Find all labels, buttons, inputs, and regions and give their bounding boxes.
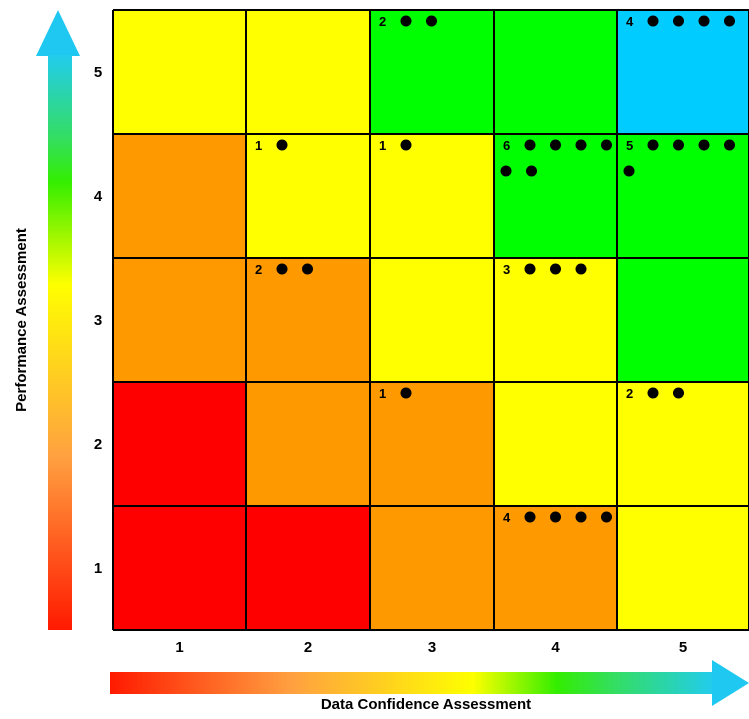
- cell-x1-y5: [113, 10, 246, 134]
- cell-count-label: 1: [255, 138, 262, 153]
- x-gradient-arrow: [110, 660, 749, 706]
- cell-x3-y3: [370, 258, 494, 382]
- x-axis-title: Data Confidence Assessment: [321, 696, 531, 713]
- cell-x3-y5: [370, 10, 494, 134]
- count-dot: [302, 263, 313, 275]
- count-dot: [647, 139, 659, 151]
- count-dot: [575, 511, 587, 523]
- cell-count-label: 6: [503, 138, 510, 153]
- cell-count-label: 4: [626, 14, 634, 29]
- cell-x5-y5: [617, 10, 749, 134]
- y-gradient-arrow: [36, 10, 80, 630]
- grid-lines: [112, 9, 749, 631]
- cell-marks: 2 4 1 1 6 5 2 3 1 2 4: [255, 14, 735, 525]
- count-dot: [647, 15, 659, 27]
- cell-count-label: 1: [379, 138, 386, 153]
- count-dot: [400, 15, 412, 27]
- count-dot: [550, 263, 561, 275]
- x-tick-label: 3: [428, 639, 436, 656]
- cell-count-label: 5: [626, 138, 633, 153]
- tick-labels: 1 2 3 4 5 1 2 3 4 5: [94, 64, 687, 656]
- cell-x3-y4: [370, 134, 494, 258]
- cell-count-label: 2: [626, 386, 633, 401]
- cell-x1-y2: [113, 382, 246, 506]
- cell-x5-y4: [617, 134, 749, 258]
- y-tick-label: 4: [94, 188, 103, 205]
- count-dot: [647, 387, 659, 399]
- count-dot: [276, 263, 288, 275]
- x-tick-label: 5: [679, 639, 687, 656]
- cell-x1-y1: [113, 506, 246, 630]
- cell-x5-y1: [617, 506, 749, 630]
- cell-x3-y2: [370, 382, 494, 506]
- cell-x5-y2: [617, 382, 749, 506]
- count-dot: [623, 165, 635, 177]
- count-dot: [526, 165, 537, 177]
- cell-count-label: 2: [379, 14, 386, 29]
- x-tick-label: 1: [175, 639, 183, 656]
- count-dot: [601, 511, 612, 523]
- y-axis-title: Performance Assessment: [13, 228, 30, 412]
- count-dot: [276, 139, 288, 151]
- y-tick-label: 1: [94, 560, 102, 577]
- cell-x2-y3: [246, 258, 370, 382]
- heatmap-cells: [113, 10, 749, 630]
- cell-count-label: 2: [255, 262, 262, 277]
- cell-count-label: 1: [379, 386, 386, 401]
- count-dot: [724, 15, 735, 27]
- cell-x4-y3: [494, 258, 617, 382]
- x-tick-label: 2: [304, 639, 312, 656]
- count-dot: [524, 511, 536, 523]
- cell-x5-y3: [617, 258, 749, 382]
- count-dot: [698, 139, 710, 151]
- cell-x4-y1: [494, 506, 617, 630]
- cell-count-label: 3: [503, 262, 510, 277]
- y-tick-label: 5: [94, 64, 102, 81]
- count-dot: [426, 15, 437, 27]
- cell-x2-y5: [246, 10, 370, 134]
- count-dot: [673, 139, 684, 151]
- count-dot: [673, 387, 684, 399]
- count-dot: [524, 263, 536, 275]
- count-dot: [601, 139, 612, 151]
- count-dot: [673, 15, 684, 27]
- count-dot: [400, 387, 412, 399]
- count-dot: [400, 139, 412, 151]
- count-dot: [698, 15, 710, 27]
- cell-x1-y3: [113, 258, 246, 382]
- count-dot: [575, 139, 587, 151]
- count-dot: [550, 511, 561, 523]
- cell-x4-y4: [494, 134, 617, 258]
- cell-x2-y1: [246, 506, 370, 630]
- cell-x4-y2: [494, 382, 617, 506]
- cell-x4-y5: [494, 10, 617, 134]
- cell-x3-y1: [370, 506, 494, 630]
- cell-x2-y4: [246, 134, 370, 258]
- y-tick-label: 3: [94, 312, 102, 329]
- cell-x1-y4: [113, 134, 246, 258]
- count-dot: [575, 263, 587, 275]
- count-dot: [550, 139, 561, 151]
- cell-count-label: 4: [503, 510, 511, 525]
- y-tick-label: 2: [94, 436, 102, 453]
- cell-x2-y2: [246, 382, 370, 506]
- x-tick-label: 4: [551, 639, 560, 656]
- count-dot: [724, 139, 735, 151]
- count-dot: [524, 139, 536, 151]
- count-dot: [500, 165, 512, 177]
